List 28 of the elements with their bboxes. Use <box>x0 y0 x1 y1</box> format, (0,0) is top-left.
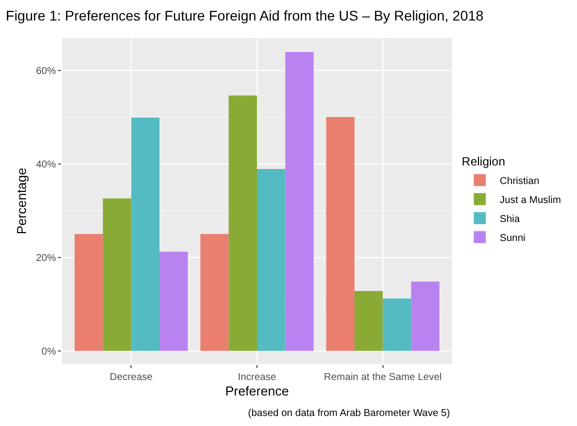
bar <box>200 234 229 351</box>
legend-label: Sunni <box>500 233 526 244</box>
x-tick-label: Increase <box>238 372 277 383</box>
bar <box>102 198 132 351</box>
bar <box>131 118 160 351</box>
y-tick-label: 20% <box>36 252 56 264</box>
bar <box>74 234 103 351</box>
y-tick-label: 60% <box>36 66 56 77</box>
legend-title: Religion <box>462 154 506 169</box>
y-tick-label: 40% <box>36 159 56 170</box>
bar <box>326 117 354 351</box>
bar <box>228 96 257 351</box>
legend-label: Christian <box>500 176 540 187</box>
bar <box>411 282 440 351</box>
bar <box>160 252 188 351</box>
bar <box>285 52 314 351</box>
bar <box>354 291 383 351</box>
legend-label: Shia <box>500 214 520 225</box>
x-tick-label: Decrease <box>110 372 154 383</box>
y-tick-label: 0% <box>42 346 56 358</box>
x-tick-label: Remain at the Same Level <box>324 372 442 383</box>
bar <box>257 168 286 351</box>
bar <box>382 298 412 351</box>
text: (based on data from Arab Barometer Wave 5) <box>248 408 450 419</box>
chart-title: Figure 1: Preferences for Future Foreign Aid from the US – By Religion, 2018 <box>6 7 484 24</box>
x-axis-title: Preference <box>225 384 289 399</box>
legend-label: Just a Muslim <box>500 195 561 206</box>
y-axis-title: Percentage <box>14 168 29 234</box>
